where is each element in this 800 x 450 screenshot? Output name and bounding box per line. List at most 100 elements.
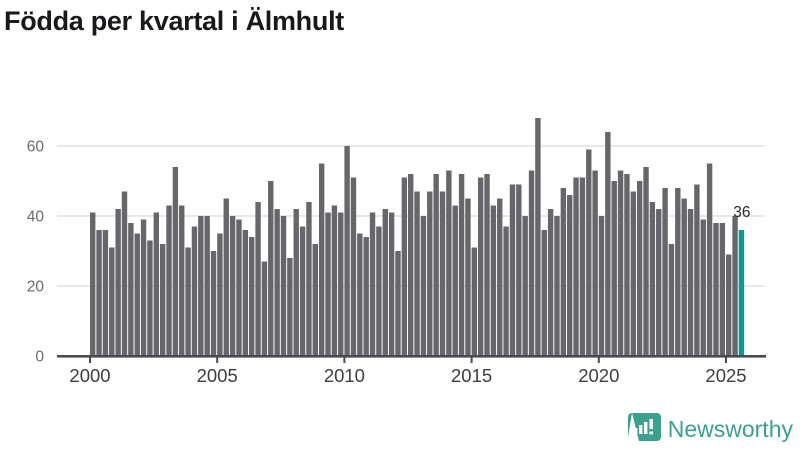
bar — [477, 177, 484, 356]
bar — [90, 212, 96, 356]
bar — [503, 226, 509, 356]
bar — [649, 202, 656, 356]
bar — [363, 237, 369, 356]
bar — [344, 146, 350, 356]
bar — [668, 244, 675, 356]
y-tick-label: 20 — [27, 279, 45, 296]
x-axis-tick — [89, 356, 91, 363]
bar — [439, 191, 446, 356]
bar — [433, 174, 439, 356]
x-axis-tick — [725, 356, 727, 363]
bar — [140, 219, 147, 356]
newsworthy-logo-text: Newsworthy — [667, 416, 793, 442]
bar — [528, 170, 535, 356]
bar — [452, 205, 458, 356]
bar — [560, 188, 567, 356]
bar — [325, 212, 331, 356]
bar — [617, 170, 624, 356]
bar — [115, 209, 121, 356]
bar — [236, 219, 242, 356]
bar — [306, 202, 312, 356]
bar — [611, 181, 617, 356]
bar — [662, 188, 668, 356]
bar — [567, 195, 573, 356]
bar — [223, 198, 229, 356]
bar — [350, 177, 357, 356]
bar — [592, 170, 598, 356]
bar — [255, 202, 261, 356]
bar — [318, 163, 325, 356]
x-tick-label: 2020 — [578, 365, 619, 386]
bar — [261, 261, 268, 356]
bar — [134, 233, 140, 356]
bar — [732, 216, 738, 356]
bar — [280, 216, 287, 356]
bar — [172, 167, 179, 356]
bar — [700, 219, 706, 356]
bar — [185, 247, 191, 356]
bar — [401, 177, 408, 356]
bar — [376, 226, 382, 356]
bar — [268, 181, 274, 356]
bar — [382, 209, 388, 356]
x-axis-tick — [343, 356, 346, 363]
y-tick-label: 40 — [27, 209, 45, 226]
highlight-value-label: 36 — [733, 204, 750, 221]
x-tick-label: 2015 — [451, 365, 492, 386]
bar-highlighted — [738, 230, 745, 356]
bar — [675, 188, 681, 356]
bar — [96, 230, 102, 356]
bar — [706, 163, 713, 356]
bar — [204, 216, 210, 356]
bar — [636, 181, 643, 356]
bar — [598, 216, 605, 356]
bar — [210, 251, 217, 356]
bar — [694, 184, 700, 356]
x-tick-label: 2010 — [324, 365, 365, 386]
bar — [217, 233, 223, 356]
bar — [166, 205, 172, 356]
bar — [147, 240, 153, 356]
bar — [458, 174, 465, 356]
bar — [293, 209, 299, 356]
bar — [522, 216, 528, 356]
bar — [357, 233, 363, 356]
bar — [624, 174, 630, 356]
bar — [153, 212, 159, 356]
bar — [312, 244, 318, 356]
x-tick-label: 2005 — [197, 365, 238, 386]
bar — [299, 226, 306, 356]
bar — [547, 209, 554, 356]
bar — [369, 212, 376, 356]
x-axis-tick — [470, 356, 473, 363]
bar — [656, 209, 662, 356]
bar — [497, 198, 503, 356]
bar — [490, 205, 497, 356]
bar — [573, 177, 579, 356]
bar — [554, 216, 560, 356]
bar — [229, 216, 236, 356]
x-axis-line — [57, 355, 766, 358]
page-title: Födda per kvartal i Älmhult — [4, 6, 344, 36]
bar — [516, 184, 522, 356]
y-gridline — [57, 145, 764, 147]
bar — [541, 230, 547, 356]
bar — [535, 118, 541, 356]
bar — [427, 191, 433, 356]
bar — [509, 184, 516, 356]
bar — [388, 212, 395, 356]
bar — [331, 205, 338, 356]
bar — [446, 170, 452, 356]
bar — [579, 177, 586, 356]
bar — [420, 216, 427, 356]
bar — [586, 149, 592, 356]
bar — [179, 205, 185, 356]
bar — [287, 258, 293, 356]
bar — [681, 198, 687, 356]
bar — [191, 226, 198, 356]
bar — [395, 251, 401, 356]
bar — [242, 230, 249, 356]
bar — [630, 191, 636, 356]
newsworthy-logo: Newsworthy — [627, 412, 793, 447]
